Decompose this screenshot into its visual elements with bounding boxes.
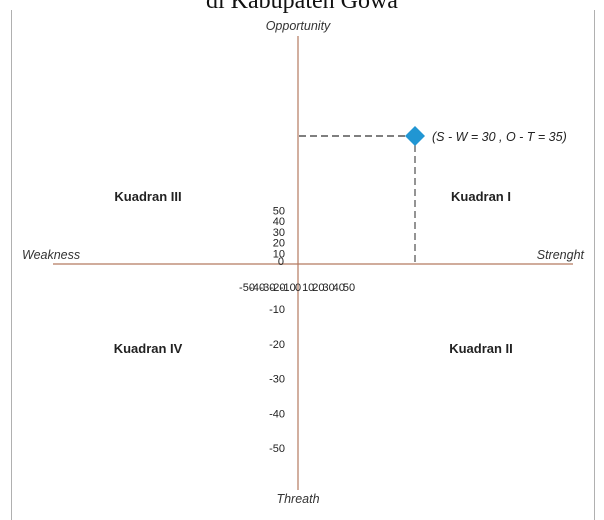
x-tick-label: -30 bbox=[259, 282, 275, 294]
axis-label-right: Strenght bbox=[537, 248, 585, 262]
x-tick-label: 10 bbox=[302, 282, 314, 294]
quadrant-label: Kuadran II bbox=[449, 341, 513, 356]
y-tick-label: -30 bbox=[269, 374, 285, 386]
y-tick-label: 30 bbox=[273, 227, 285, 239]
x-tick-label: -50 bbox=[239, 282, 255, 294]
y-tick-label: 0 bbox=[278, 256, 284, 268]
y-tick-label: 40 bbox=[273, 216, 285, 228]
x-tick-label: 20 bbox=[312, 282, 324, 294]
data-point-marker bbox=[405, 126, 425, 146]
chart-frame bbox=[11, 10, 595, 520]
x-tick-label: -20 bbox=[270, 282, 286, 294]
y-tick-label: -10 bbox=[269, 304, 285, 316]
y-tick-label: -20 bbox=[269, 339, 285, 351]
axis-label-top: Opportunity bbox=[266, 19, 331, 33]
axis-label-left: Weakness bbox=[22, 248, 80, 262]
x-tick-label: -40 bbox=[249, 282, 265, 294]
x-tick-label: 0 bbox=[295, 282, 301, 294]
x-tick-label: -10 bbox=[280, 282, 296, 294]
x-tick-label: 50 bbox=[343, 282, 355, 294]
quadrant-label: Kuadran I bbox=[451, 189, 511, 204]
y-tick-label: 10 bbox=[273, 248, 285, 260]
y-tick-label: -40 bbox=[269, 408, 285, 420]
y-tick-label: 50 bbox=[273, 206, 285, 218]
quadrant-label: Kuadran IV bbox=[114, 341, 183, 356]
y-tick-label: -50 bbox=[269, 443, 285, 455]
page-title: di Kabupaten Gowa bbox=[206, 0, 398, 14]
y-tick-label: 20 bbox=[273, 238, 285, 250]
x-tick-label: 30 bbox=[322, 282, 334, 294]
x-tick-label: 40 bbox=[333, 282, 345, 294]
quadrant-label: Kuadran III bbox=[114, 189, 181, 204]
data-point-label: (S - W = 30 , O - T = 35) bbox=[432, 130, 567, 144]
axis-label-bottom: Threath bbox=[276, 492, 319, 506]
